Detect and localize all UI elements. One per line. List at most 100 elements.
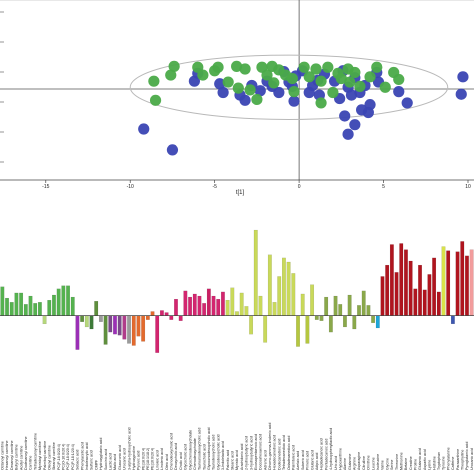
bar xyxy=(145,315,150,320)
scatter-point-series-1 xyxy=(231,60,243,72)
scatter-point-series-0 xyxy=(393,86,405,98)
bar xyxy=(47,300,52,316)
bar-category-label: Glutaric acid xyxy=(310,450,314,470)
bar xyxy=(343,315,347,328)
scatter-point-series-1 xyxy=(165,69,177,81)
bar xyxy=(441,246,446,316)
bar xyxy=(366,305,371,316)
bar xyxy=(253,229,258,316)
bar xyxy=(155,315,160,353)
bar-category-label: Hypoxanthine xyxy=(338,448,342,470)
scatter-point-series-1 xyxy=(197,69,209,81)
bar-category-label: Tauroursodeoxycholic acid xyxy=(198,428,202,470)
fold-change-bar-chart: Octanoyl carnitine Hexanoyl carnitine Deca… xyxy=(0,229,474,470)
bar-category-label: Glycochenodeoxycholate xyxy=(188,430,192,470)
scatter-point-series-1 xyxy=(298,61,310,73)
bar-category-label: CMPF xyxy=(94,459,98,470)
bar-category-label: Pyruvic acid xyxy=(137,451,141,470)
bar xyxy=(131,315,136,346)
bar xyxy=(5,297,9,316)
bar xyxy=(450,315,455,325)
bar xyxy=(75,315,80,350)
scatter-point-series-1 xyxy=(371,61,383,73)
scatter-point-series-0 xyxy=(214,78,226,90)
bar xyxy=(314,315,319,320)
scatter-x-tick-label: -15 xyxy=(42,184,49,190)
bar-category-label: Aspartic acid xyxy=(423,449,427,470)
bar xyxy=(296,315,300,347)
scatter-point-series-0 xyxy=(273,86,285,99)
bar-category-label: Glycine xyxy=(385,458,389,470)
bar-category-label: 4-hydroxyphenyllactic acid xyxy=(329,428,333,470)
bar xyxy=(113,315,117,335)
bar-category-label: Heptadecanoic acid xyxy=(320,438,324,470)
scatter-point-series-1 xyxy=(344,76,356,88)
bar-category-label: Urocanic acid xyxy=(123,448,127,470)
bar xyxy=(80,315,85,322)
bar xyxy=(389,244,394,316)
scatter-point-series-0 xyxy=(239,94,251,106)
bar xyxy=(375,315,380,329)
bar-category-label: Tryptophan xyxy=(437,452,441,470)
bar xyxy=(427,274,432,316)
scatter-point-series-1 xyxy=(168,60,180,72)
scatter-point-series-1 xyxy=(286,72,298,85)
bar-category-label: Pentadecanoic acid xyxy=(324,439,328,470)
scatter-x-tick-label: 0 xyxy=(298,184,301,190)
confidence-ellipse xyxy=(129,54,449,120)
bar xyxy=(310,284,315,316)
bar xyxy=(465,255,469,316)
bar xyxy=(286,261,291,316)
bar xyxy=(328,315,333,333)
bars xyxy=(0,229,474,353)
bar-category-label: Arginine xyxy=(353,457,357,470)
bar-category-label: Caffeine xyxy=(451,457,455,470)
scatter-point-series-1 xyxy=(364,71,376,83)
scatter-point-series-0 xyxy=(288,95,300,107)
bar-category-label: PE(18:1/18:2) xyxy=(146,448,150,470)
scatter-point-series-1 xyxy=(148,75,160,87)
bar-category-label: Chenodeoxycholate xyxy=(193,438,197,470)
bar-category-label: Acetyl carnitine xyxy=(19,446,23,470)
scatter-point-series-1 xyxy=(232,82,244,94)
scatter-x-tick-label: 10 xyxy=(465,184,471,190)
bar-category-label: Butyryl carnitine xyxy=(15,444,19,470)
scatter-point-series-0 xyxy=(349,119,361,131)
scatter-point-series-1 xyxy=(349,66,361,79)
bar xyxy=(56,288,61,316)
bar xyxy=(291,273,296,316)
bar-category-label: PC(P-18:0/20:4) xyxy=(66,444,70,470)
bar xyxy=(159,310,164,316)
bar-category-label: Leucine xyxy=(371,457,375,470)
bar-category-label: Pimelic acid xyxy=(306,451,310,470)
bar-category-label: Carnitine xyxy=(29,456,33,470)
bar xyxy=(357,305,361,316)
scatter-point-series-1 xyxy=(212,61,224,73)
bar xyxy=(371,315,376,323)
bar xyxy=(174,298,178,316)
bar xyxy=(98,315,103,322)
scatter-x-axis-label: t[1] xyxy=(236,190,245,196)
bar-category-label: Adipic acid xyxy=(315,453,319,470)
bar-category-label: Decanoyl carnitine xyxy=(10,440,14,470)
scatter-point-series-0 xyxy=(254,85,266,97)
bar xyxy=(455,251,460,316)
scatter-point-series-0 xyxy=(455,88,467,100)
bar xyxy=(150,311,155,316)
bar xyxy=(394,272,399,316)
bar-category-label: Glycodeoxycholic acid xyxy=(216,434,220,470)
bar xyxy=(272,302,277,316)
bar-category-label: Glutamic acid xyxy=(418,448,422,470)
bar-category-label: Adrenic acid xyxy=(263,450,267,470)
bar xyxy=(235,311,239,316)
scatter-x-tick-label: -5 xyxy=(212,184,217,190)
bar xyxy=(0,286,5,316)
bar xyxy=(206,288,211,316)
scatter-point-series-0 xyxy=(217,86,229,99)
bar xyxy=(103,315,108,345)
bar-category-label: Stearic acid xyxy=(231,451,235,470)
scatter-point-series-0 xyxy=(345,89,358,101)
scatter-point-series-1 xyxy=(315,75,327,87)
bar-category-labels: Octanoyl carnitine Hexanoyl carnitine Deca… xyxy=(1,423,474,470)
bar-category-label: Asparagine xyxy=(357,452,361,470)
